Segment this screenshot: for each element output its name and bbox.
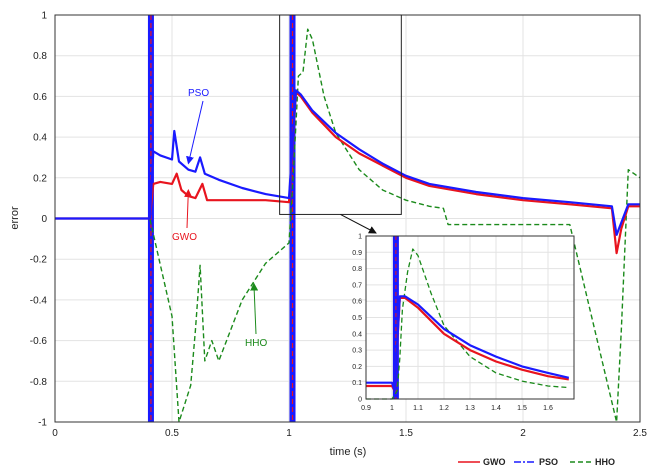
annotation-arrow-pso <box>186 100 204 165</box>
inset-x-tick-label: 1.5 <box>517 405 527 412</box>
inset-y-tick-label: 0.8 <box>352 266 362 273</box>
annotation-label-gwo: GWO <box>172 232 197 243</box>
x-tick-label: 1 <box>286 428 292 439</box>
inset-y-tick-label: 0.1 <box>352 380 362 387</box>
x-tick-label: 2.5 <box>633 428 647 439</box>
inset-chart: 0.9 1 1.1 1.2 1.3 1.4 1.5 1.6 0 0.1 0.2 0.3 0.4 0.5 0.… <box>352 234 575 412</box>
y-tick-label: -1 <box>38 418 47 429</box>
y-tick-label: -0.8 <box>30 377 48 388</box>
x-axis-label: time (s) <box>330 446 367 458</box>
series-line-pso <box>55 89 640 236</box>
inset-y-tick-label: 0.2 <box>352 364 362 371</box>
inset-x-tick-label: 0.9 <box>361 405 371 412</box>
inset-x-tick-label: 1.3 <box>465 405 475 412</box>
y-tick-label: -0.2 <box>30 255 48 266</box>
legend-label-pso: PSO <box>539 457 558 467</box>
inset-y-tick-label: 0.6 <box>352 299 362 306</box>
inset-y-tick-label: 1 <box>358 234 362 241</box>
zoom-connector-arrow <box>340 213 377 234</box>
inset-y-tick-label: 0 <box>358 397 362 404</box>
inset-y-tick-label: 0.7 <box>352 282 362 289</box>
inset-x-tick-label: 1.1 <box>413 405 423 412</box>
y-tick-label: 0.2 <box>33 173 47 184</box>
legend-label-gwo: GWO <box>483 457 506 467</box>
inset-transient-band <box>392 236 399 399</box>
zoom-box-group <box>279 14 402 234</box>
annotation-label-hho: HHO <box>245 338 267 349</box>
y-tick-label: -0.4 <box>30 295 48 306</box>
y-axis-label: error <box>9 206 21 230</box>
inset-axes-frame <box>365 235 575 400</box>
legend: GWO PSO HHO <box>458 457 615 467</box>
inset-x-tick-label: 1 <box>390 405 394 412</box>
annotations-group: PSO GWO HHO <box>172 88 267 349</box>
x-tick-label: 0 <box>52 428 58 439</box>
x-tick-label: 0.5 <box>165 428 179 439</box>
annotation-arrow-gwo <box>184 189 193 229</box>
inset-y-tick-label: 0.3 <box>352 348 362 355</box>
annotation-arrow-hho <box>250 282 259 335</box>
y-tick-label: 0.6 <box>33 92 47 103</box>
y-tick-label: -0.6 <box>30 336 48 347</box>
y-tick-label: 0.4 <box>33 133 47 144</box>
inset-y-tick-label: 0.5 <box>352 315 362 322</box>
inset-x-tick-label: 1.4 <box>491 405 501 412</box>
inset-y-tick-label: 0.9 <box>352 250 362 257</box>
inset-y-tick-label: 0.4 <box>352 331 362 338</box>
y-tick-label: 1 <box>41 11 47 22</box>
x-tick-label: 2 <box>520 428 526 439</box>
y-tick-label: 0.8 <box>33 51 47 62</box>
legend-label-hho: HHO <box>595 457 615 467</box>
annotation-label-pso: PSO <box>188 88 209 99</box>
x-tick-label: 1.5 <box>399 428 413 439</box>
inset-series-line-hho <box>366 248 569 400</box>
main-series-group <box>55 15 641 423</box>
main-tick-labels: 0 0.5 1 1.5 2 2.5 -1 -0.8 -0.6 -0.4 -0.2 0 0.2 0.4 0.6… <box>30 11 648 440</box>
inset-x-tick-label: 1.2 <box>439 405 449 412</box>
y-tick-label: 0 <box>41 214 47 225</box>
inset-series-line-pso <box>366 295 570 392</box>
inset-x-tick-label: 1.6 <box>543 405 553 412</box>
